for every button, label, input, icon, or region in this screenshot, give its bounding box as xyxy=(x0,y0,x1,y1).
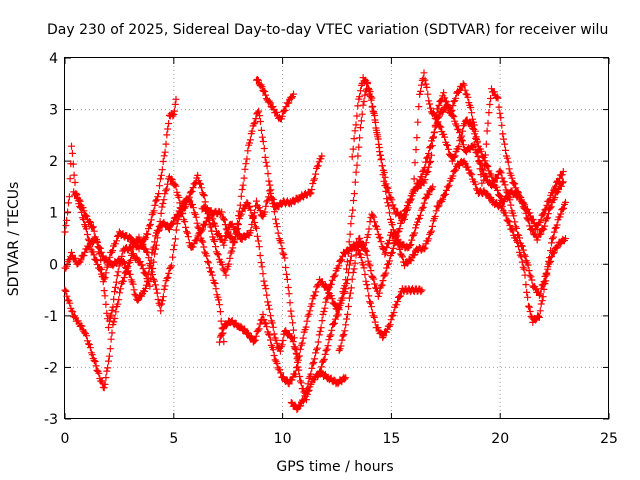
data-series xyxy=(61,69,570,414)
x-tick-label: 5 xyxy=(169,431,178,447)
series-12 xyxy=(413,80,567,244)
y-tick-label: -3 xyxy=(44,412,58,428)
y-axis-label: SDTVAR / TECUs xyxy=(6,182,22,297)
series-3-points xyxy=(61,194,228,346)
y-tick-label: 3 xyxy=(49,103,58,119)
y-tick-label: 4 xyxy=(49,51,58,67)
y-tick-label: 1 xyxy=(49,206,58,222)
series-4-points xyxy=(70,171,302,361)
plot-frame xyxy=(64,57,609,419)
series-3 xyxy=(61,194,228,346)
chart-title: Day 230 of 2025, Sidereal Day-to-day VTE… xyxy=(47,22,608,38)
series-8 xyxy=(287,239,426,414)
axis-ticks: 0 5 10 15 20 25 -3 -2 -1 0 1 2 3 4 xyxy=(44,51,618,447)
series-11 xyxy=(348,69,567,234)
series-4 xyxy=(70,171,302,361)
series-6-points xyxy=(252,75,298,123)
series-2-points xyxy=(61,95,180,283)
x-axis-label: GPS time / hours xyxy=(276,459,393,475)
series-6 xyxy=(252,75,298,123)
y-tick-label: -2 xyxy=(44,360,58,376)
series-2 xyxy=(61,95,180,283)
x-tick-label: 0 xyxy=(61,431,70,447)
series-12-points xyxy=(413,80,567,244)
y-tick-label: -1 xyxy=(44,309,58,325)
y-tick-label: 0 xyxy=(49,257,58,273)
x-tick-label: 20 xyxy=(491,431,509,447)
x-tick-label: 10 xyxy=(274,431,292,447)
x-tick-label: 25 xyxy=(600,431,618,447)
series-11-points xyxy=(348,69,567,234)
series-8-points xyxy=(287,239,426,414)
y-tick-label: 2 xyxy=(49,154,58,170)
x-tick-label: 15 xyxy=(382,431,400,447)
